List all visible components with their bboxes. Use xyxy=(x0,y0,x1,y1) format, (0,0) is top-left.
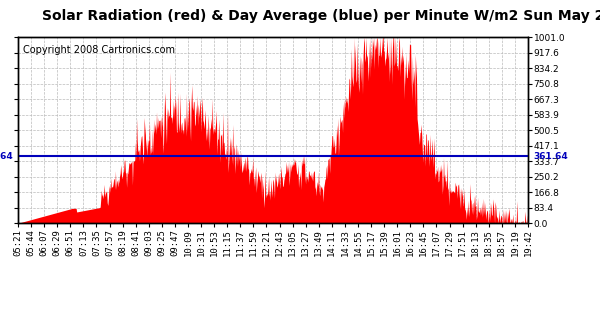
Text: Solar Radiation (red) & Day Average (blue) per Minute W/m2 Sun May 25 19:59: Solar Radiation (red) & Day Average (blu… xyxy=(42,9,600,23)
Text: 361.64: 361.64 xyxy=(0,152,13,161)
Text: Copyright 2008 Cartronics.com: Copyright 2008 Cartronics.com xyxy=(23,45,175,55)
Text: 361.64: 361.64 xyxy=(533,152,568,161)
